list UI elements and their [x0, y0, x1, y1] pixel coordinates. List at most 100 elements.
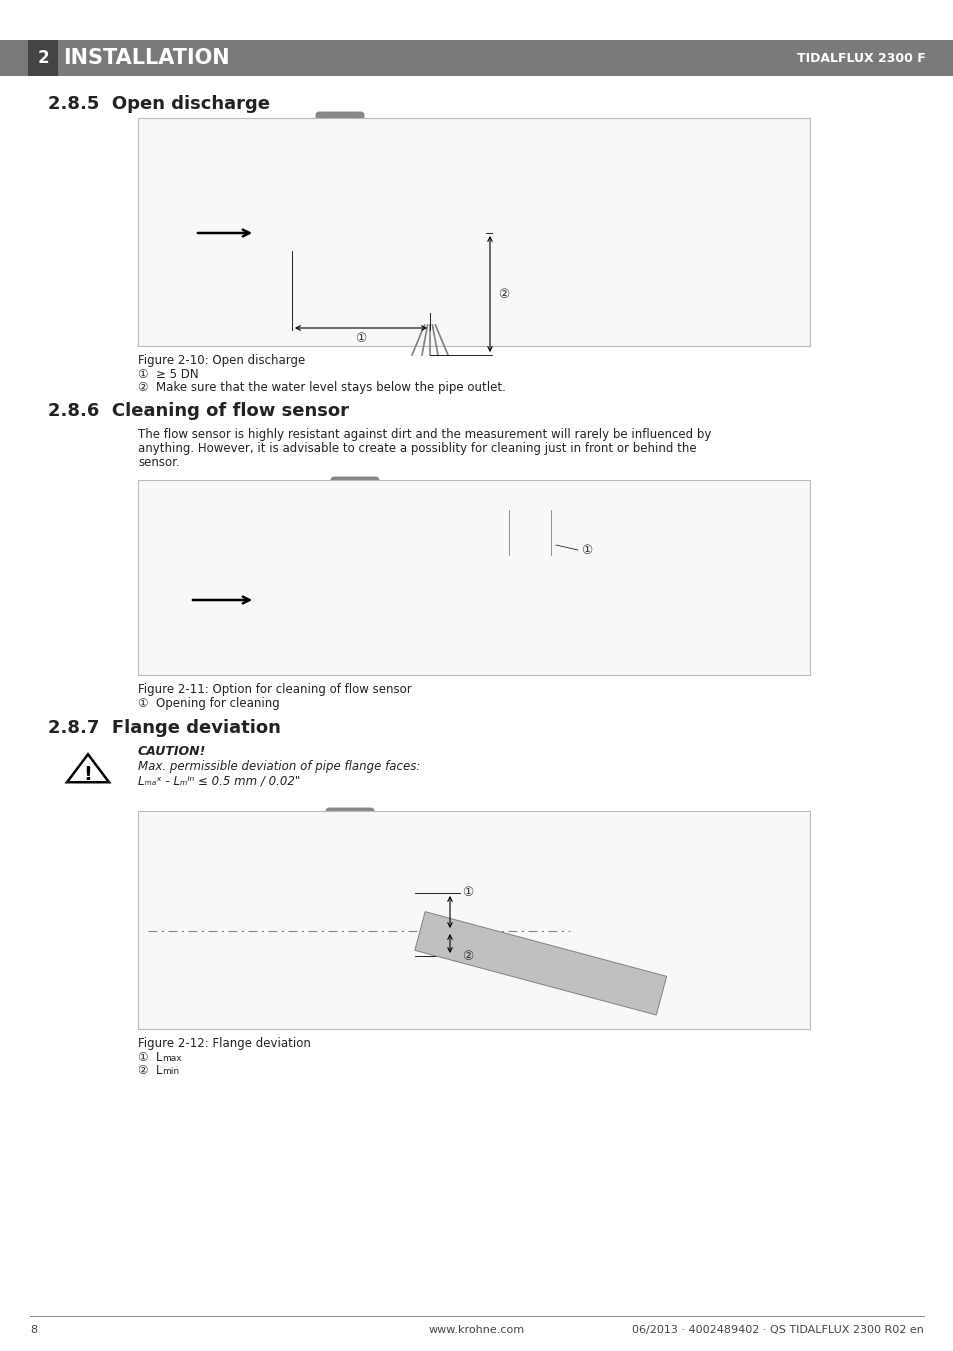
Text: 06/2013 · 4002489402 · QS TIDALFLUX 2300 R02 en: 06/2013 · 4002489402 · QS TIDALFLUX 2300…: [632, 1325, 923, 1335]
Ellipse shape: [336, 508, 373, 520]
Bar: [138, 811, 809, 1029]
Circle shape: [385, 203, 391, 209]
Circle shape: [410, 566, 416, 571]
FancyBboxPatch shape: [315, 112, 364, 149]
Text: 2.8.7  Flange deviation: 2.8.7 Flange deviation: [48, 719, 280, 738]
Text: !: !: [84, 766, 92, 785]
Circle shape: [368, 482, 374, 488]
Circle shape: [321, 138, 326, 142]
Bar: [305, 580, 410, 620]
Text: 2.8.6  Cleaning of flow sensor: 2.8.6 Cleaning of flow sensor: [48, 403, 349, 420]
Circle shape: [410, 961, 416, 967]
Bar: [148, 215, 290, 251]
Circle shape: [410, 628, 416, 634]
Ellipse shape: [334, 516, 375, 558]
Circle shape: [410, 894, 416, 901]
Ellipse shape: [322, 143, 357, 155]
Bar: [419, 581, 720, 585]
Bar: [290, 911, 410, 951]
Bar: [416, 290, 443, 313]
Circle shape: [363, 834, 368, 839]
Text: www.krohne.com: www.krohne.com: [429, 1325, 524, 1335]
Text: Figure 2-10: Open discharge: Figure 2-10: Open discharge: [138, 354, 305, 367]
Text: ②: ②: [461, 950, 473, 962]
Ellipse shape: [329, 847, 371, 889]
Circle shape: [280, 961, 286, 967]
Circle shape: [363, 813, 368, 819]
Bar: [290, 912, 410, 916]
Circle shape: [331, 834, 336, 839]
Text: Max. permissible deviation of pipe flange faces:: Max. permissible deviation of pipe flang…: [138, 761, 420, 773]
Bar: [148, 581, 294, 585]
Text: ①  ≥ 5 DN: ① ≥ 5 DN: [138, 367, 198, 381]
Text: ①: ①: [355, 331, 366, 345]
Circle shape: [331, 813, 336, 819]
Bar: [28, 41, 58, 76]
Ellipse shape: [336, 854, 363, 882]
Bar: [148, 947, 280, 951]
Bar: [419, 616, 720, 620]
Circle shape: [321, 118, 326, 123]
Bar: [297, 215, 385, 251]
Bar: [305, 581, 410, 585]
Bar: [406, 563, 419, 636]
Circle shape: [368, 503, 374, 508]
Text: Lₘₐˣ - Lₘᴵⁿ ≤ 0.5 mm / 0.02": Lₘₐˣ - Lₘᴵⁿ ≤ 0.5 mm / 0.02": [138, 775, 300, 788]
Bar: [275, 893, 290, 969]
Bar: [405, 313, 455, 326]
Bar: [514, 561, 545, 580]
Bar: [394, 216, 430, 220]
Circle shape: [385, 257, 391, 263]
Bar: [148, 216, 290, 220]
Polygon shape: [415, 912, 666, 1015]
Bar: [297, 216, 385, 220]
Bar: [148, 247, 290, 251]
Bar: [286, 201, 297, 265]
Bar: [290, 947, 410, 951]
Circle shape: [294, 628, 301, 634]
Text: INSTALLATION: INSTALLATION: [63, 49, 230, 68]
Polygon shape: [67, 754, 109, 782]
Text: ②: ②: [497, 288, 509, 300]
Bar: [148, 580, 294, 620]
Text: Figure 2-11: Option for cleaning of flow sensor: Figure 2-11: Option for cleaning of flow…: [138, 684, 412, 696]
Bar: [406, 893, 419, 969]
Bar: [416, 290, 443, 313]
Bar: [381, 201, 394, 265]
Text: TIDALFLUX 2300 F: TIDALFLUX 2300 F: [797, 51, 925, 65]
Bar: [305, 616, 410, 620]
Text: anything. However, it is advisable to create a possiblity for cleaning just in f: anything. However, it is advisable to cr…: [138, 442, 696, 455]
Bar: [339, 897, 359, 911]
Text: ②  L: ② L: [138, 1065, 162, 1077]
Circle shape: [289, 203, 294, 209]
Bar: [394, 247, 430, 251]
Bar: [138, 118, 809, 346]
Circle shape: [289, 257, 294, 263]
Bar: [297, 247, 385, 251]
Text: The flow sensor is highly resistant against dirt and the measurement will rarely: The flow sensor is highly resistant agai…: [138, 428, 711, 440]
Circle shape: [354, 118, 358, 123]
Circle shape: [280, 894, 286, 901]
Ellipse shape: [326, 158, 354, 185]
FancyBboxPatch shape: [331, 477, 378, 513]
Ellipse shape: [326, 889, 374, 905]
Bar: [419, 580, 720, 620]
Circle shape: [336, 482, 341, 488]
Bar: [138, 480, 809, 676]
Ellipse shape: [331, 558, 378, 574]
Text: 2.8.5  Open discharge: 2.8.5 Open discharge: [48, 95, 270, 113]
Bar: [148, 912, 280, 916]
Polygon shape: [372, 176, 430, 232]
Ellipse shape: [341, 523, 368, 551]
Ellipse shape: [332, 839, 368, 851]
Ellipse shape: [318, 151, 360, 193]
Text: 2: 2: [37, 49, 49, 68]
Circle shape: [354, 138, 358, 142]
Text: ②  Make sure that the water level stays below the pipe outlet.: ② Make sure that the water level stays b…: [138, 381, 505, 394]
Bar: [345, 566, 365, 580]
Bar: [503, 505, 556, 561]
Bar: [394, 215, 430, 251]
Text: 8: 8: [30, 1325, 37, 1335]
FancyBboxPatch shape: [326, 808, 374, 844]
Text: ①  Opening for cleaning: ① Opening for cleaning: [138, 697, 279, 711]
